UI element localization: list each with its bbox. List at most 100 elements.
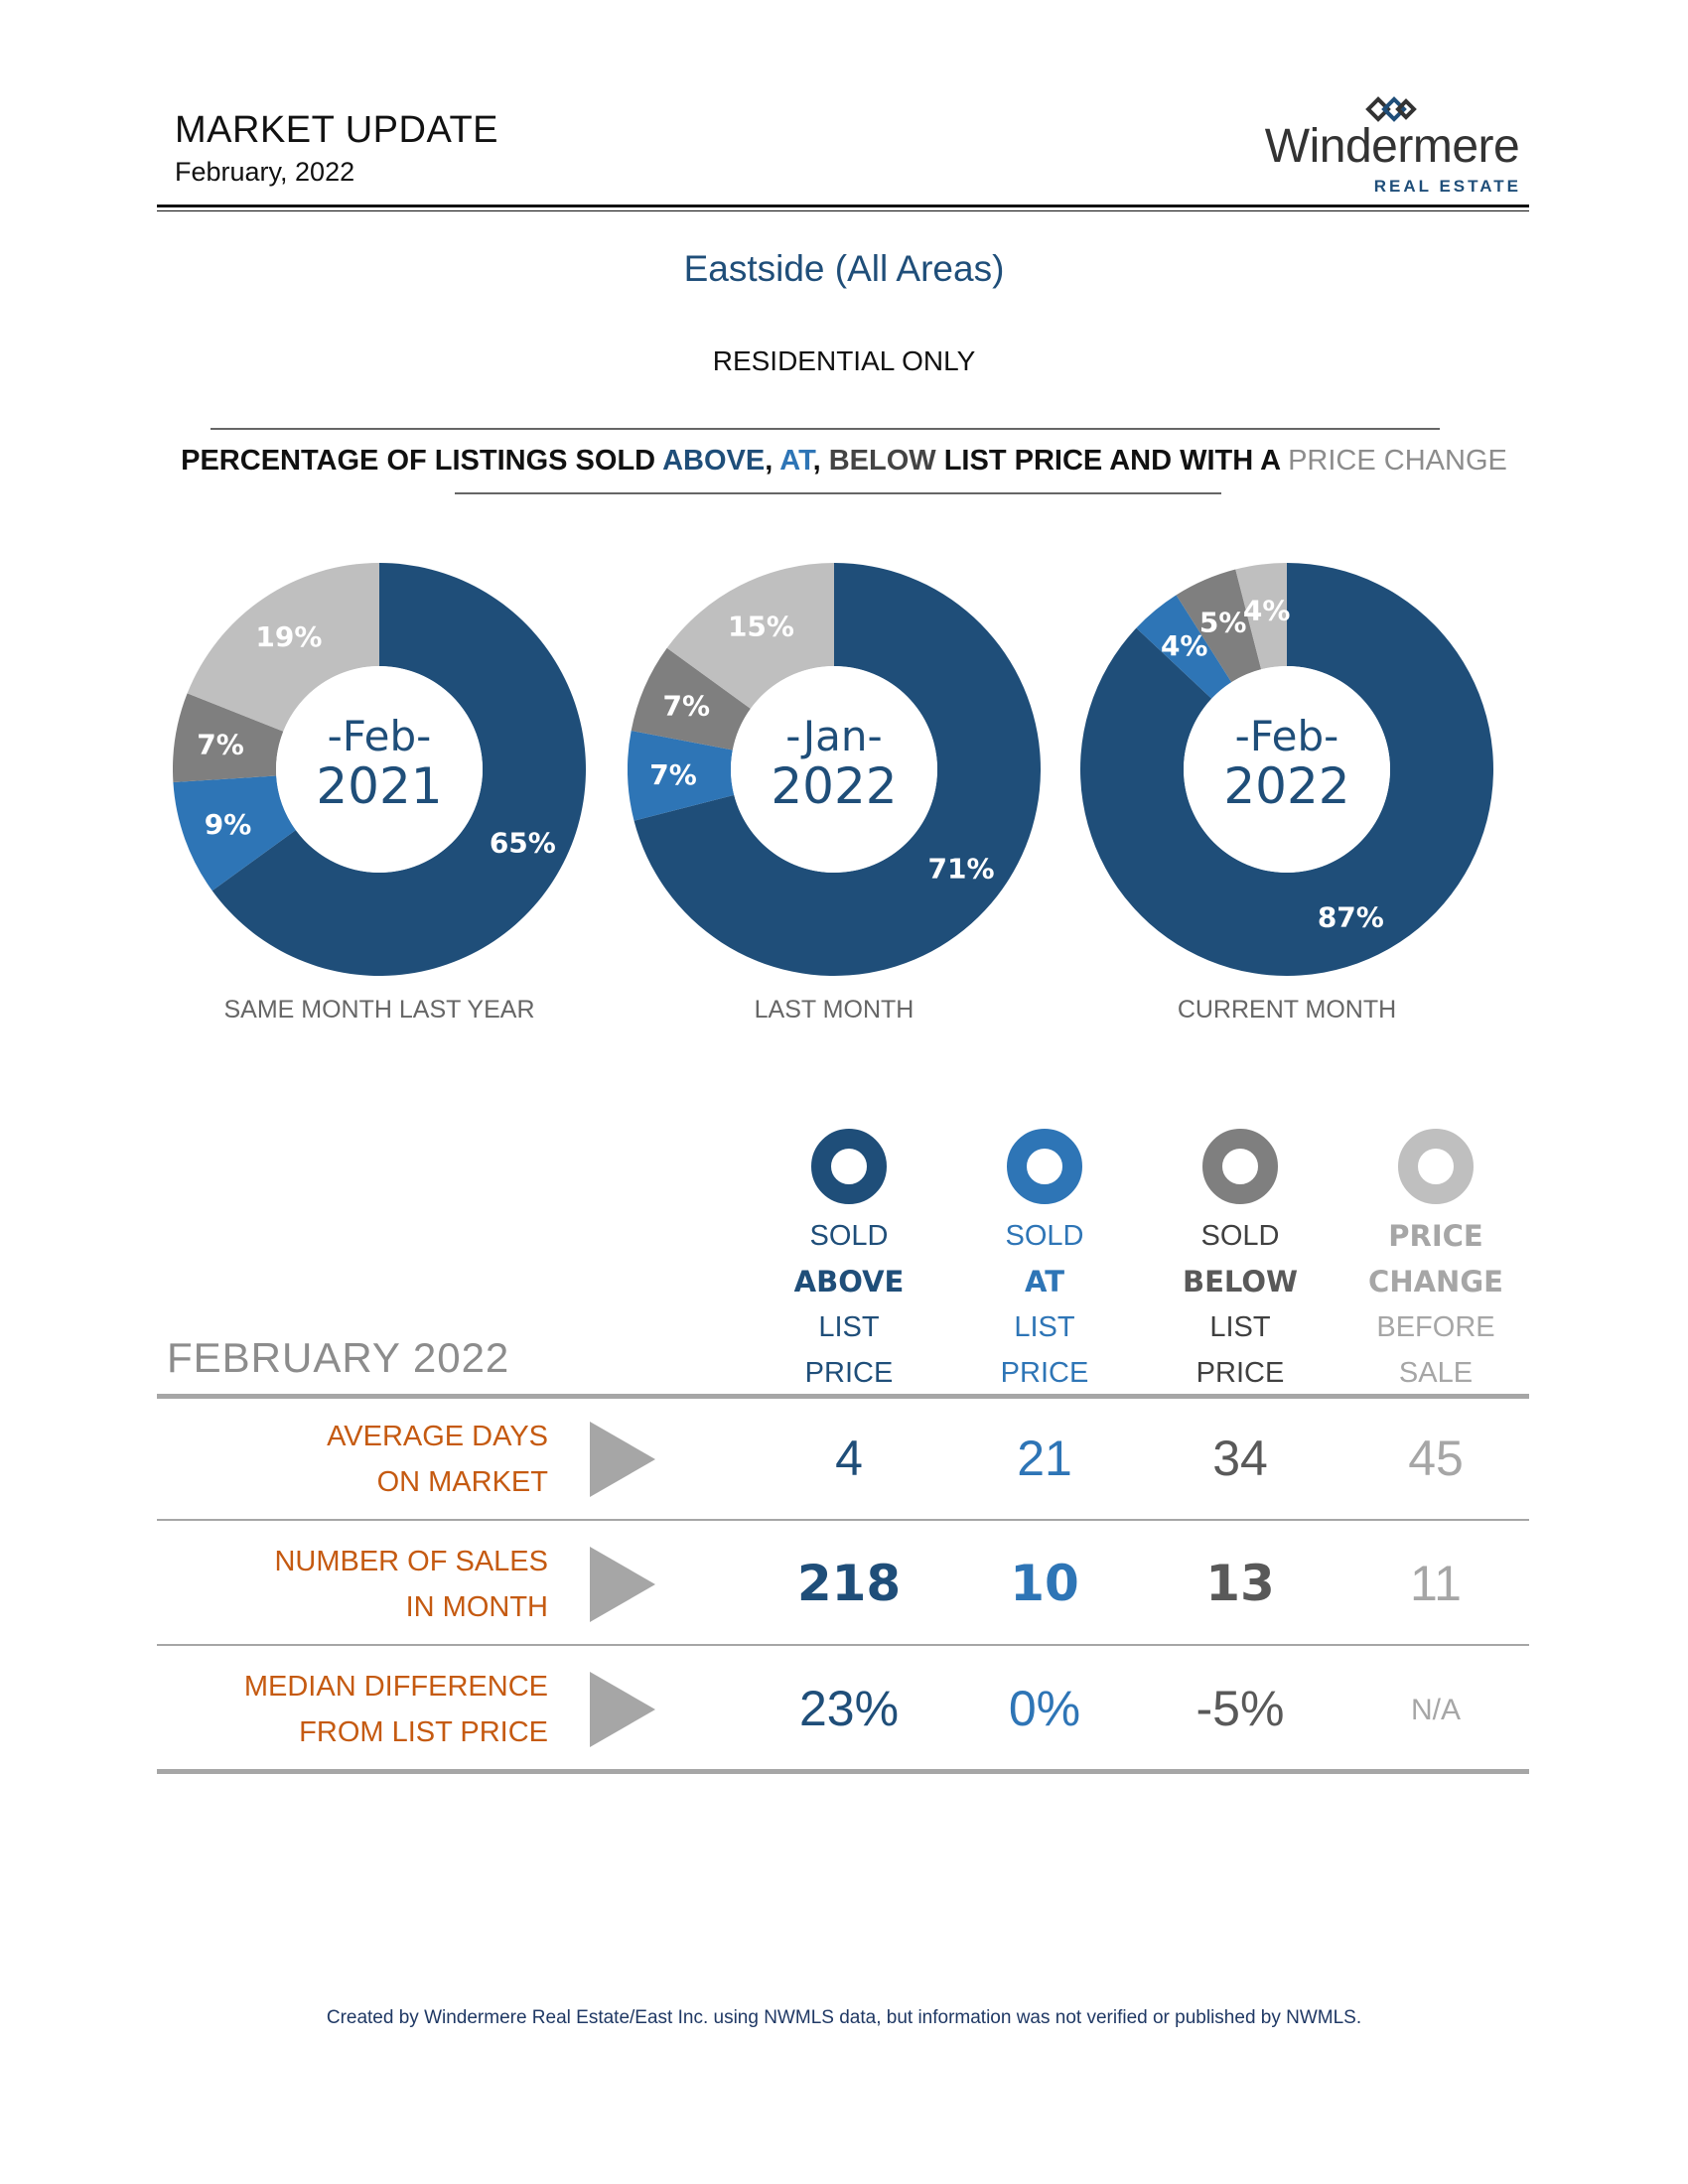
col-line2: BELOW [1183, 1265, 1298, 1298]
col-line4: SALE [1398, 1357, 1474, 1389]
table-rule [157, 1519, 1529, 1521]
row-arrow-icon [590, 1422, 655, 1497]
row-label-line2: ON MARKET [376, 1466, 548, 1498]
cell-sales-at: 10 [1010, 1555, 1079, 1612]
table-month-label: FEBRUARY 2022 [167, 1334, 510, 1381]
logo-subtitle: REAL ESTATE [1373, 177, 1521, 196]
donut-slice-label-change: 19% [255, 620, 322, 653]
heading-above: ABOVE [662, 445, 766, 477]
row-label-line1: NUMBER OF SALES [274, 1546, 548, 1577]
cell-median-change: N/A [1410, 1694, 1461, 1726]
cell-sales-change: 11 [1410, 1556, 1462, 1611]
logo-mark-icon [1365, 96, 1417, 122]
section-rule-bottom [455, 492, 1221, 494]
col-line4: PRICE [1000, 1357, 1089, 1389]
donut-caption: CURRENT MONTH [1177, 996, 1397, 1024]
donut-slice-above [1080, 563, 1493, 976]
cell-sales-below: 13 [1205, 1555, 1275, 1612]
donut-slice-label-change: 4% [1243, 594, 1291, 626]
donut-slice-change [1235, 563, 1287, 670]
cell-avg-days-below: 34 [1212, 1431, 1268, 1486]
donut-slice-label-change: 15% [728, 611, 794, 643]
donut-slice-label-at: 4% [1161, 629, 1208, 662]
donut-slice-below [1176, 569, 1262, 683]
table-rule-bottom [157, 1769, 1529, 1774]
donut-slice-below [631, 647, 751, 751]
donut-slice-label-above: 87% [1318, 901, 1384, 934]
donut-slice-at [1136, 595, 1232, 699]
cell-median-above: 23% [798, 1681, 900, 1736]
col-line3: LIST [818, 1311, 880, 1343]
footnote: Created by Windermere Real Estate/East I… [326, 2007, 1362, 2028]
donut-svg: 71% 7% 7% 15% [628, 563, 1041, 976]
sold-below-legend-icon [1202, 1129, 1278, 1204]
header-rule-thin [157, 210, 1529, 211]
heading-sep2: , [812, 445, 829, 477]
cell-median-at: 0% [1008, 1681, 1081, 1736]
col-line1: SOLD [1200, 1220, 1280, 1252]
area-title: Eastside (All Areas) [683, 248, 1005, 289]
donut-slice-at [628, 731, 735, 821]
row-label-line2: IN MONTH [405, 1591, 548, 1623]
donut-chart-same-month-last-year: 65% 9% 7% 19% -Feb- 2021 [173, 563, 586, 976]
header-rule-thick [157, 205, 1529, 207]
donut-chart-last-month: 71% 7% 7% 15% -Jan- 2022 [628, 563, 1041, 976]
windermere-logo: Windermere REAL ESTATE [1253, 95, 1531, 196]
row-label-number-of-sales: NUMBER OF SALES IN MONTH [149, 1539, 548, 1630]
price-change-legend-icon [1398, 1129, 1474, 1204]
donut-slice-label-above: 71% [927, 852, 994, 885]
heading-at: AT [779, 445, 813, 477]
col-line2: ABOVE [793, 1265, 905, 1298]
sold-at-legend-icon [1007, 1129, 1082, 1204]
row-label-line1: MEDIAN DIFFERENCE [243, 1671, 548, 1703]
column-header-price-change: PRICE CHANGE BEFORE SALE [1327, 1213, 1545, 1396]
donut-svg: 65% 9% 7% 19% [173, 563, 586, 976]
col-line3: LIST [1014, 1311, 1075, 1343]
donut-hole [1184, 666, 1390, 873]
logo-wordmark: Windermere [1264, 120, 1520, 173]
cell-median-below: -5% [1196, 1681, 1285, 1736]
donut-caption: LAST MONTH [754, 996, 914, 1024]
col-line1: PRICE [1388, 1219, 1483, 1253]
column-header-sold-above: SOLD ABOVE LIST PRICE [740, 1213, 958, 1396]
donut-hole [276, 666, 483, 873]
heading-prefix: PERCENTAGE OF LISTINGS SOLD [181, 445, 663, 477]
donut-slice-change [187, 563, 379, 732]
table-rule [157, 1644, 1529, 1646]
column-header-sold-below: SOLD BELOW LIST PRICE [1131, 1213, 1349, 1396]
col-line4: PRICE [1196, 1357, 1285, 1389]
sold-above-legend-icon [811, 1129, 887, 1204]
document-title: MARKET UPDATE [175, 109, 499, 151]
col-line1: SOLD [1005, 1220, 1084, 1252]
heading-below: BELOW [828, 445, 936, 477]
col-line1: SOLD [809, 1220, 889, 1252]
donut-slice-label-at: 7% [649, 758, 697, 791]
col-line4: PRICE [804, 1357, 894, 1389]
row-label-line2: FROM LIST PRICE [299, 1716, 548, 1748]
row-label-average-days: AVERAGE DAYS ON MARKET [149, 1414, 548, 1505]
donut-caption: SAME MONTH LAST YEAR [223, 996, 535, 1024]
row-label-line1: AVERAGE DAYS [327, 1421, 548, 1452]
donut-slice-above [211, 563, 586, 976]
donut-slice-label-below: 7% [663, 690, 711, 723]
donut-svg: 87% 4%5%4% [1080, 563, 1493, 976]
heading-middle: LIST PRICE AND WITH A [935, 445, 1289, 477]
section-heading: PERCENTAGE OF LISTINGS SOLD ABOVE, AT, B… [0, 445, 1688, 478]
table-rule-top [157, 1394, 1529, 1399]
donut-slice-label-below: 7% [197, 729, 244, 761]
heading-change: PRICE CHANGE [1288, 445, 1507, 477]
cell-sales-above: 218 [796, 1555, 902, 1612]
donut-chart-current-month: 87% 4% 5% 4% -Feb- 2022 [1080, 563, 1493, 976]
donut-slice-label-above: 65% [490, 827, 556, 860]
col-line3: LIST [1209, 1311, 1271, 1343]
col-line2: AT [1025, 1265, 1064, 1298]
report-date: February, 2022 [175, 157, 355, 187]
row-label-median-difference: MEDIAN DIFFERENCE FROM LIST PRICE [149, 1664, 548, 1755]
donut-slice-below [173, 693, 284, 783]
section-rule-top [211, 428, 1440, 430]
row-arrow-icon [590, 1547, 655, 1622]
donut-slice-change [666, 563, 834, 709]
donut-slice-above [633, 563, 1041, 976]
col-line2: CHANGE [1368, 1265, 1503, 1298]
donut-slice-at [173, 775, 296, 891]
